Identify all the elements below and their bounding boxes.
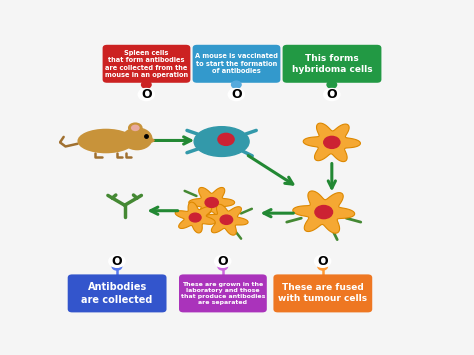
Circle shape	[318, 263, 328, 270]
Ellipse shape	[146, 138, 155, 143]
Circle shape	[215, 255, 231, 267]
Circle shape	[131, 125, 140, 131]
Text: O: O	[317, 255, 328, 268]
FancyBboxPatch shape	[283, 45, 382, 83]
Circle shape	[189, 213, 201, 222]
Text: O: O	[111, 255, 122, 268]
Polygon shape	[293, 191, 355, 233]
Text: O: O	[218, 255, 228, 268]
Text: This forms
hybridoma cells: This forms hybridoma cells	[292, 54, 372, 74]
Polygon shape	[189, 187, 235, 218]
Circle shape	[315, 206, 333, 219]
Text: Spleen cells
that form antibodies
are collected from the
mouse in an operation: Spleen cells that form antibodies are co…	[105, 50, 188, 78]
Text: These are grown in the
laboratory and those
that produce antibodies
are separate: These are grown in the laboratory and th…	[181, 282, 265, 305]
Ellipse shape	[77, 129, 134, 153]
Circle shape	[324, 88, 340, 100]
Circle shape	[324, 136, 340, 148]
FancyBboxPatch shape	[102, 45, 191, 83]
Circle shape	[327, 81, 337, 88]
Circle shape	[218, 263, 228, 270]
Circle shape	[231, 81, 241, 88]
FancyBboxPatch shape	[68, 274, 166, 312]
FancyBboxPatch shape	[273, 274, 372, 312]
Text: Antibodies
are collected: Antibodies are collected	[82, 282, 153, 305]
Polygon shape	[175, 202, 215, 233]
Text: A mouse is vaccinated
to start the formation
of antibodies: A mouse is vaccinated to start the forma…	[195, 53, 278, 74]
Circle shape	[128, 122, 143, 133]
Text: O: O	[327, 88, 337, 101]
Circle shape	[205, 198, 219, 207]
Circle shape	[138, 88, 155, 100]
Text: O: O	[231, 88, 242, 101]
Text: These are fused
with tumour cells: These are fused with tumour cells	[278, 283, 367, 304]
Circle shape	[228, 88, 245, 100]
Polygon shape	[303, 123, 360, 162]
Circle shape	[315, 255, 331, 267]
FancyBboxPatch shape	[192, 45, 281, 83]
Circle shape	[112, 263, 122, 270]
Polygon shape	[205, 204, 248, 235]
Text: O: O	[141, 88, 152, 101]
Circle shape	[122, 127, 153, 150]
Circle shape	[218, 133, 234, 146]
FancyBboxPatch shape	[179, 274, 267, 312]
Ellipse shape	[194, 127, 249, 157]
Circle shape	[109, 255, 125, 267]
Circle shape	[220, 215, 233, 224]
Circle shape	[142, 81, 151, 88]
